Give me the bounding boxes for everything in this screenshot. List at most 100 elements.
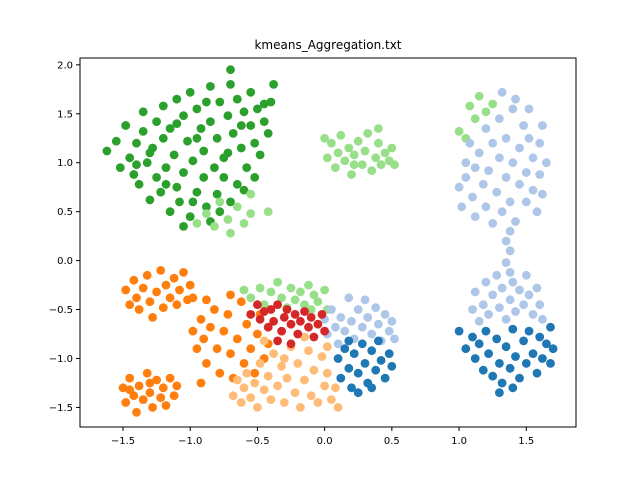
data-point-cluster-5 bbox=[304, 346, 313, 356]
data-point-cluster-4 bbox=[232, 334, 242, 344]
data-point-cluster-0 bbox=[206, 117, 215, 126]
data-point-cluster-0 bbox=[232, 179, 242, 189]
data-point-cluster-3 bbox=[340, 344, 350, 354]
data-point-cluster-1 bbox=[344, 143, 354, 153]
data-point-cluster-2 bbox=[470, 212, 480, 222]
data-point-cluster-2 bbox=[481, 124, 491, 133]
data-point-cluster-0 bbox=[165, 124, 175, 133]
data-point-cluster-4 bbox=[236, 297, 246, 307]
y-tick-label: 0.0 bbox=[57, 256, 73, 267]
data-point-cluster-4 bbox=[196, 378, 206, 388]
data-point-cluster-5 bbox=[293, 359, 303, 368]
data-point-cluster-0 bbox=[188, 197, 198, 207]
data-point-cluster-6 bbox=[313, 319, 323, 329]
data-point-cluster-0 bbox=[239, 185, 249, 195]
data-point-cluster-0 bbox=[250, 173, 260, 182]
data-point-cluster-3 bbox=[495, 359, 504, 368]
data-point-cluster-2 bbox=[501, 133, 511, 143]
data-point-cluster-4 bbox=[242, 319, 252, 329]
data-point-cluster-3 bbox=[538, 354, 547, 363]
data-point-cluster-2 bbox=[481, 277, 491, 287]
data-point-cluster-3 bbox=[454, 326, 464, 336]
data-point-cluster-4 bbox=[125, 373, 135, 383]
data-point-cluster-0 bbox=[199, 173, 209, 182]
data-point-cluster-0 bbox=[210, 163, 219, 173]
data-point-cluster-1 bbox=[336, 130, 346, 140]
x-tick-label: −1.0 bbox=[178, 436, 202, 447]
data-point-cluster-4 bbox=[129, 275, 139, 285]
data-point-cluster-3 bbox=[478, 365, 488, 375]
data-point-cluster-0 bbox=[102, 146, 112, 156]
data-point-cluster-2 bbox=[535, 138, 545, 148]
data-point-cluster-2 bbox=[528, 310, 538, 319]
data-point-cluster-2 bbox=[508, 104, 518, 114]
data-point-cluster-5 bbox=[239, 383, 249, 393]
data-point-cluster-2 bbox=[511, 307, 520, 316]
data-point-cluster-4 bbox=[210, 305, 219, 314]
data-point-cluster-1 bbox=[488, 99, 498, 109]
y-tick-label: −0.5 bbox=[49, 305, 73, 316]
data-point-cluster-2 bbox=[524, 104, 534, 114]
data-point-cluster-3 bbox=[548, 344, 558, 354]
data-point-cluster-1 bbox=[374, 138, 383, 148]
data-point-cluster-4 bbox=[125, 300, 135, 310]
y-tick-label: −1.0 bbox=[49, 354, 73, 365]
data-point-cluster-0 bbox=[259, 117, 269, 126]
data-point-cluster-5 bbox=[242, 368, 252, 378]
data-point-cluster-5 bbox=[263, 371, 273, 381]
data-point-cluster-4 bbox=[226, 290, 235, 300]
data-point-cluster-2 bbox=[461, 158, 471, 168]
data-point-cluster-2 bbox=[505, 295, 515, 305]
data-point-cluster-1 bbox=[263, 207, 273, 217]
data-point-cluster-0 bbox=[236, 143, 246, 153]
data-point-cluster-2 bbox=[478, 300, 488, 310]
data-point-cluster-4 bbox=[188, 293, 198, 303]
chart-title: kmeans_Aggregation.txt bbox=[254, 38, 401, 52]
data-point-cluster-1 bbox=[470, 114, 480, 124]
data-point-cluster-4 bbox=[172, 381, 182, 391]
data-point-cluster-1 bbox=[371, 153, 381, 163]
data-point-cluster-6 bbox=[286, 319, 296, 329]
data-point-cluster-2 bbox=[387, 316, 397, 326]
data-point-cluster-0 bbox=[212, 133, 222, 143]
x-tick-label: 0.5 bbox=[384, 436, 400, 447]
data-point-cluster-4 bbox=[156, 393, 166, 402]
data-point-cluster-4 bbox=[134, 381, 144, 391]
data-point-cluster-2 bbox=[478, 179, 488, 189]
data-point-cluster-2 bbox=[538, 314, 547, 324]
data-point-cluster-5 bbox=[277, 361, 286, 371]
data-point-cluster-2 bbox=[508, 158, 518, 168]
data-point-cluster-0 bbox=[132, 160, 141, 170]
x-axis: −1.5 −1.0 −0.5 0.0 0.5 1.0 1.5 bbox=[111, 427, 534, 447]
data-point-cluster-5 bbox=[266, 395, 276, 404]
data-point-cluster-3 bbox=[501, 342, 511, 352]
data-point-cluster-0 bbox=[212, 189, 222, 199]
data-point-cluster-2 bbox=[367, 329, 377, 339]
data-point-cluster-5 bbox=[250, 378, 260, 388]
data-point-cluster-1 bbox=[474, 91, 484, 101]
data-point-cluster-3 bbox=[497, 378, 507, 388]
data-point-cluster-2 bbox=[488, 138, 498, 148]
data-point-cluster-2 bbox=[501, 314, 511, 324]
data-point-cluster-3 bbox=[333, 354, 343, 363]
data-point-cluster-3 bbox=[508, 383, 518, 393]
data-point-cluster-4 bbox=[188, 326, 198, 336]
data-point-cluster-4 bbox=[134, 305, 144, 314]
y-axis: −1.5 −1.0 −0.5 0.0 0.5 1.0 1.5 2.0 bbox=[49, 60, 80, 414]
data-point-cluster-0 bbox=[263, 129, 273, 138]
data-point-cluster-1 bbox=[226, 228, 235, 238]
data-point-cluster-0 bbox=[121, 121, 131, 130]
data-point-cluster-2 bbox=[528, 153, 538, 163]
data-point-cluster-2 bbox=[470, 287, 480, 297]
data-point-cluster-2 bbox=[524, 133, 534, 143]
data-point-cluster-1 bbox=[290, 295, 300, 305]
data-point-cluster-1 bbox=[296, 287, 305, 297]
data-point-cluster-2 bbox=[528, 185, 538, 195]
data-point-cluster-2 bbox=[508, 277, 518, 287]
data-point-cluster-2 bbox=[360, 295, 370, 305]
data-point-cluster-5 bbox=[331, 383, 340, 393]
data-point-cluster-6 bbox=[282, 305, 292, 314]
data-point-cluster-3 bbox=[521, 359, 531, 368]
data-point-cluster-2 bbox=[505, 246, 515, 256]
data-point-cluster-6 bbox=[279, 313, 289, 322]
